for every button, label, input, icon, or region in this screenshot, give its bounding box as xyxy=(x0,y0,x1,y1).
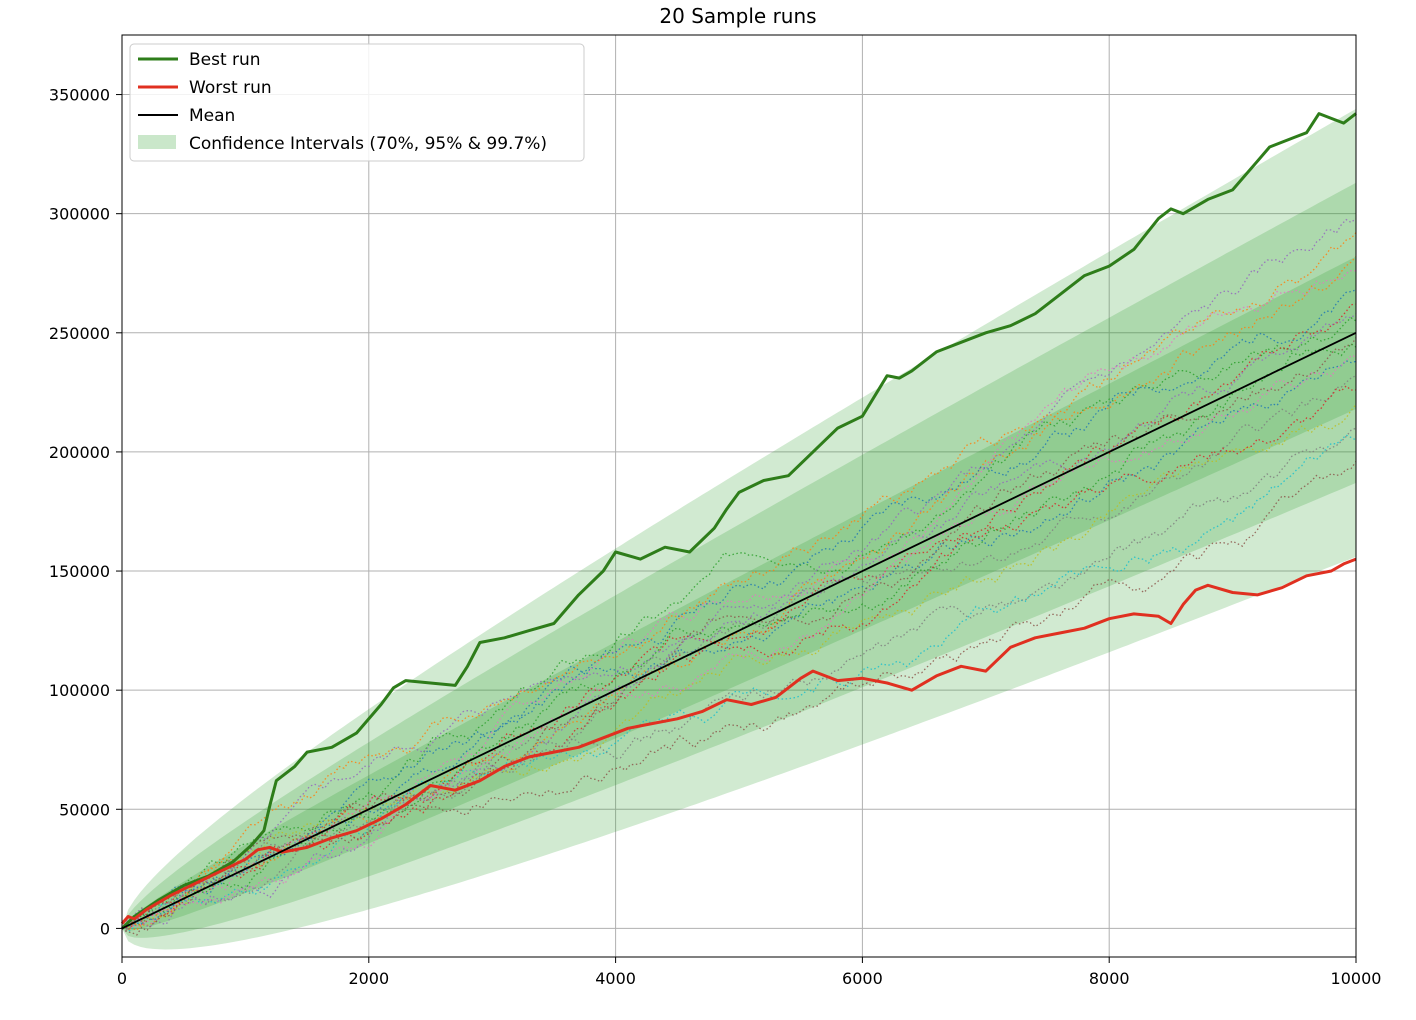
sample-run-line xyxy=(121,217,1357,929)
main-lines xyxy=(120,112,1357,930)
y-tick-label: 0 xyxy=(100,919,110,938)
x-tick-label: 0 xyxy=(117,969,127,988)
x-tick-label: 8000 xyxy=(1089,969,1130,988)
sample-run-line xyxy=(121,269,1357,929)
worst-run-line xyxy=(120,557,1357,925)
sample-run-line xyxy=(121,337,1357,929)
sample-run-line xyxy=(121,375,1357,930)
x-tick-label: 10000 xyxy=(1331,969,1382,988)
confidence-band-950 xyxy=(122,182,1356,938)
best-run-line xyxy=(120,112,1357,930)
y-tick-label: 250000 xyxy=(49,324,110,343)
legend-label-worst: Worst run xyxy=(189,78,272,98)
y-tick-label: 100000 xyxy=(49,681,110,700)
y-tick-label: 50000 xyxy=(59,800,110,819)
legend: Best run Worst run Mean Confidence Inter… xyxy=(129,43,585,162)
sample-run-line xyxy=(121,256,1357,929)
legend-label-confidence: Confidence Intervals (70%, 95% & 99.7%) xyxy=(189,134,547,154)
confidence-band-997 xyxy=(122,108,1356,950)
sample-run-line xyxy=(121,316,1357,930)
x-tick-label: 2000 xyxy=(348,969,389,988)
plot-frame xyxy=(121,34,1357,958)
chart-title: 20 Sample runs xyxy=(659,4,816,28)
axis-ticks: 0 2000 4000 6000 8000 10000050000100000150000… xyxy=(49,86,1382,988)
y-tick-label: 300000 xyxy=(49,205,110,224)
x-tick-label: 4000 xyxy=(595,969,636,988)
y-tick-label: 150000 xyxy=(49,562,110,581)
sample-run-line xyxy=(121,403,1357,931)
sample-run-line xyxy=(121,313,1357,930)
sample-run-line xyxy=(121,232,1357,931)
mean-line xyxy=(121,331,1357,930)
y-tick-label: 350000 xyxy=(49,86,110,105)
legend-label-mean: Mean xyxy=(189,106,235,126)
sample-run-line xyxy=(121,434,1357,933)
x-tick-label: 6000 xyxy=(842,969,883,988)
legend-label-best: Best run xyxy=(189,50,261,70)
legend-box xyxy=(129,43,585,162)
y-tick-label: 200000 xyxy=(49,443,110,462)
sample-run-line xyxy=(121,342,1357,929)
confidence-bands xyxy=(122,108,1356,950)
sample-run-line xyxy=(121,385,1356,930)
legend-swatch-confidence xyxy=(138,135,176,149)
sample-runs xyxy=(121,217,1357,936)
